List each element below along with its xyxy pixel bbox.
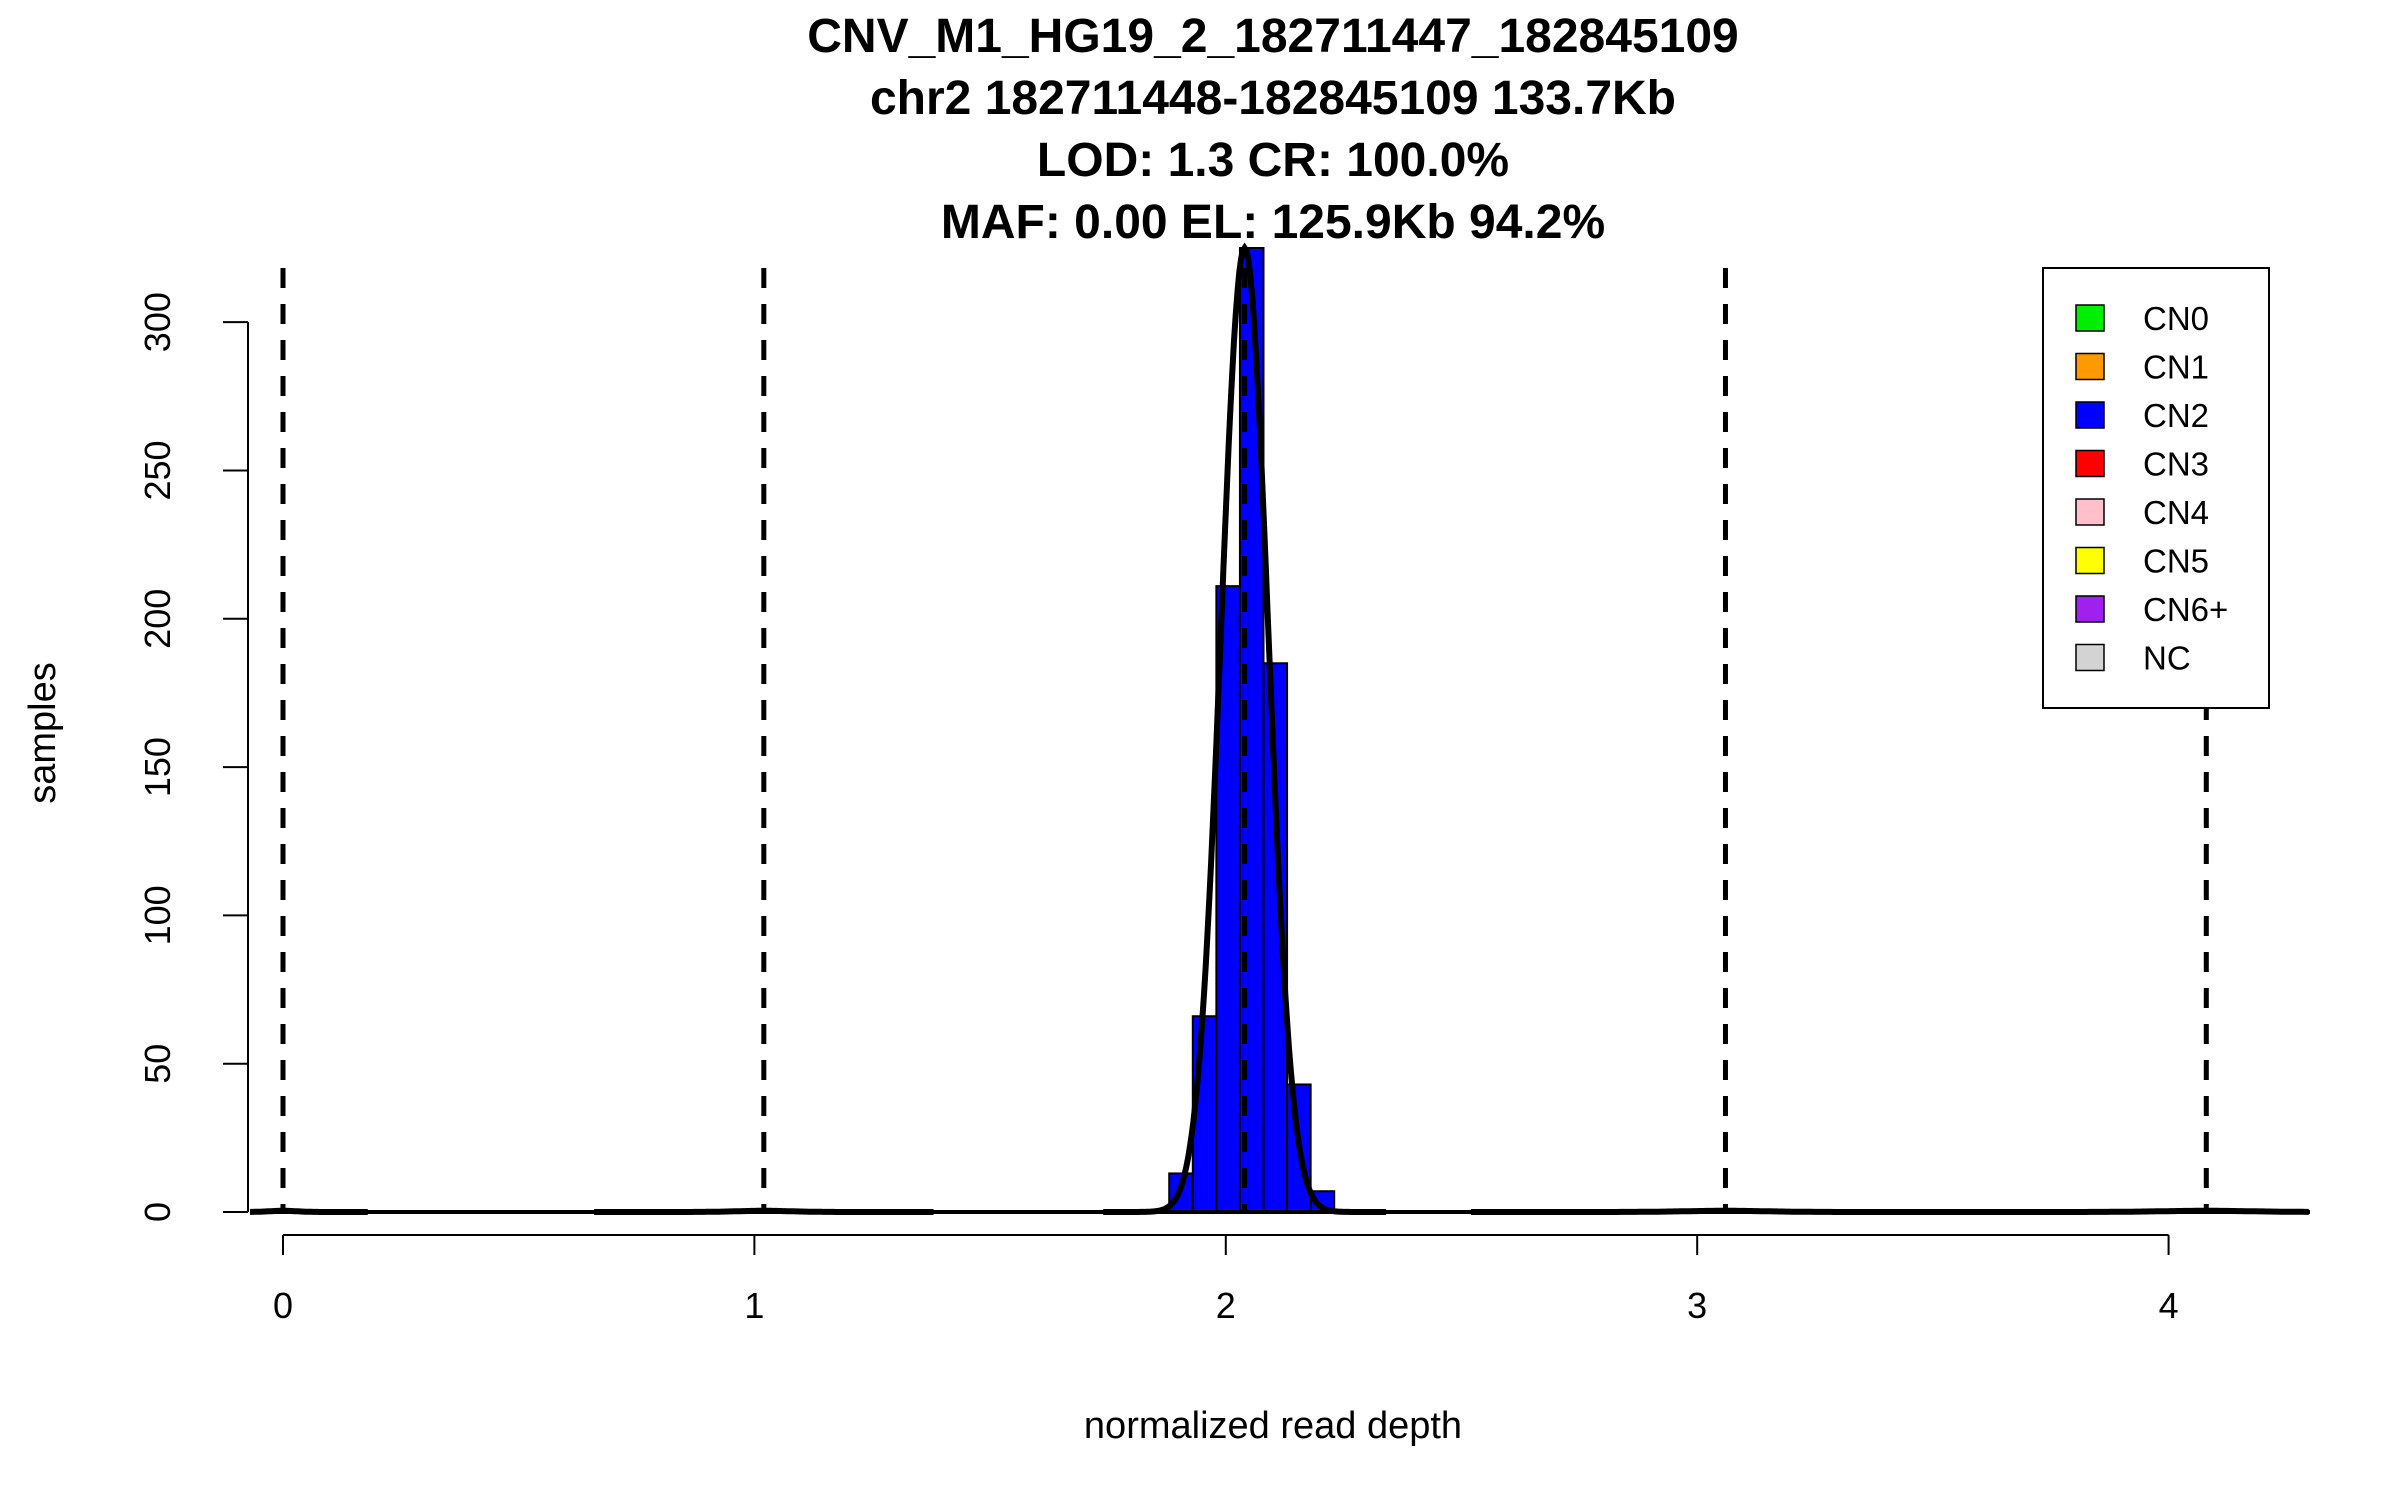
legend-swatch (2075, 352, 2105, 381)
title-line-1: CNV_M1_HG19_2_182711447_182845109 (807, 10, 1738, 63)
y-axis: 0 50 100 150 200 250 300 (137, 292, 249, 1222)
legend: CN0 CN1 CN2 CN3 CN4 CN5 CN6+ NC (2042, 267, 2270, 709)
legend-swatch (2075, 595, 2105, 623)
y-tick-label: 250 (137, 440, 178, 500)
legend-label: CN5 (2143, 543, 2209, 580)
legend-swatch (2075, 643, 2105, 672)
legend-swatch (2075, 498, 2105, 526)
title-line-3: LOD: 1.3 CR: 100.0% (1037, 134, 1509, 187)
x-tick-label: 0 (273, 1285, 293, 1326)
x-tick-label: 3 (1687, 1285, 1707, 1326)
x-tick-label: 1 (744, 1285, 764, 1326)
legend-label: CN0 (2143, 300, 2209, 337)
title-line-2: chr2 182711448-182845109 133.7Kb (870, 72, 1676, 125)
y-tick-label: 200 (137, 589, 178, 649)
y-tick-label: 50 (137, 1044, 178, 1084)
legend-label: NC (2143, 640, 2191, 677)
y-tick-label: 0 (137, 1202, 178, 1222)
y-tick-label: 100 (137, 885, 178, 945)
y-tick-label: 150 (137, 737, 178, 797)
x-axis-label: normalized read depth (1084, 1405, 1462, 1447)
y-tick-label: 300 (137, 292, 178, 352)
x-tick-label: 2 (1216, 1285, 1236, 1326)
x-axis: 0 1 2 3 4 (273, 1234, 2179, 1326)
legend-swatch (2075, 546, 2105, 575)
legend-swatch (2075, 401, 2105, 429)
legend-label: CN2 (2143, 397, 2209, 434)
legend-label: CN3 (2143, 446, 2209, 483)
legend-swatch (2075, 449, 2105, 478)
x-tick-label: 4 (2159, 1285, 2179, 1326)
chart-title: CNV_M1_HG19_2_182711447_182845109 chr2 1… (807, 10, 1738, 249)
legend-box (2042, 267, 2270, 709)
legend-label: CN1 (2143, 349, 2209, 386)
legend-label: CN4 (2143, 494, 2209, 531)
legend-label: CN6+ (2143, 591, 2228, 628)
legend-swatch (2075, 304, 2105, 332)
y-axis-label: samples (22, 662, 64, 804)
histogram-bars (1168, 247, 1336, 1214)
title-line-4: MAF: 0.00 EL: 125.9Kb 94.2% (941, 196, 1605, 249)
